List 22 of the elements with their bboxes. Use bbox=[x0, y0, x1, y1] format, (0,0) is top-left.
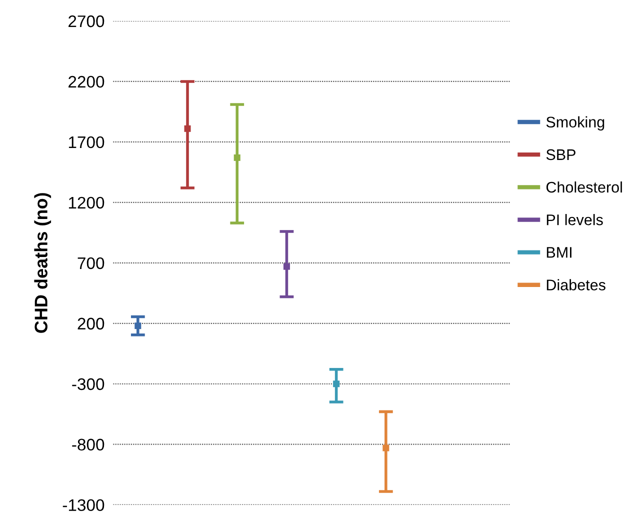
y-tick-label: 1700 bbox=[68, 136, 104, 148]
point bbox=[333, 380, 340, 388]
point bbox=[134, 322, 142, 330]
y-axis-title: CHD deaths (no) bbox=[34, 193, 52, 333]
point bbox=[234, 154, 240, 161]
legend-label: BMI bbox=[546, 247, 572, 258]
y-tick-label: 1200 bbox=[68, 196, 104, 209]
legend-label: Diabetes bbox=[546, 279, 606, 290]
y-tick-label: 200 bbox=[78, 318, 104, 330]
legend-label: Cholesterol bbox=[546, 181, 622, 193]
y-tick-label: -300 bbox=[72, 378, 104, 390]
y-tick-label: -800 bbox=[72, 438, 104, 451]
y-tick-label: 700 bbox=[78, 257, 104, 270]
point bbox=[283, 263, 290, 270]
y-tick-label: -1300 bbox=[62, 499, 104, 512]
legend-label: SBP bbox=[546, 149, 576, 160]
legend-label: PI levels bbox=[546, 214, 603, 226]
y-tick-label: 2700 bbox=[68, 15, 104, 28]
point bbox=[184, 125, 191, 132]
legend-label: Smoking bbox=[546, 116, 604, 131]
point bbox=[382, 444, 390, 452]
y-tick-label: 2200 bbox=[68, 76, 104, 88]
